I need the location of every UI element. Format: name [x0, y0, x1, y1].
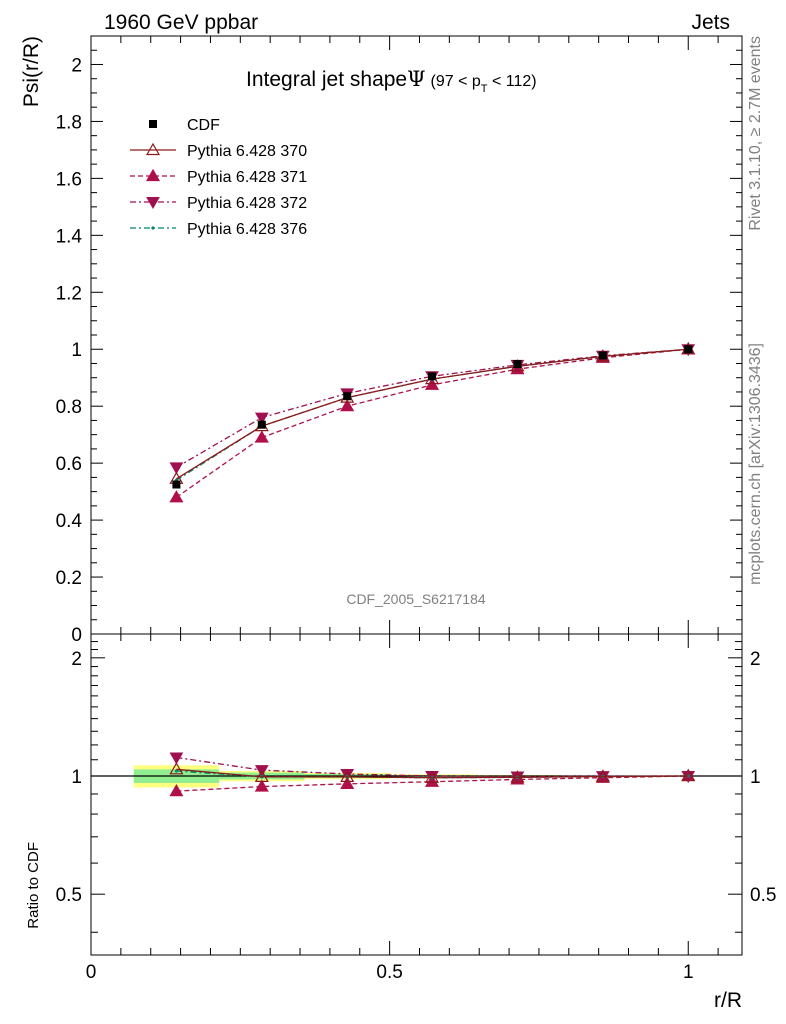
data-point [340, 398, 355, 412]
legend-marker [146, 197, 160, 210]
legend-label: Pythia 6.428 371 [187, 169, 307, 186]
data-point [257, 420, 266, 429]
main-plot-series [169, 342, 696, 503]
data-point [598, 351, 607, 360]
data-point [169, 490, 184, 503]
ratio-line [176, 768, 689, 779]
main-y-tick-label: 1.4 [56, 226, 83, 247]
x-tick-label: 1 [683, 962, 694, 983]
legend: CDF Pythia 6.428 370 Pythia 6.428 371 Pythi… [130, 117, 307, 238]
rivet-version-label: Rivet 3.1.10, ≥ 2.7M events [747, 36, 764, 231]
main-series-0 [172, 345, 693, 489]
ratio-point [681, 768, 696, 782]
ratio-y-tick-label-right: 1 [750, 767, 761, 788]
data-point [254, 430, 269, 443]
ratio-plot-series [169, 752, 696, 797]
main-y-tick-label: 1 [71, 340, 82, 361]
ratio-point [174, 769, 179, 773]
legend-marker [149, 120, 157, 128]
ratio-point [169, 752, 184, 765]
data-point [513, 360, 522, 369]
main-y-tick-label: 0.2 [56, 568, 82, 589]
main-plot-title: Integral jet shapeΨ (97 < pT < 112) [246, 67, 537, 95]
ratio-y-tick-label-right: 0.5 [750, 885, 776, 906]
main-y-axis-title: Psi(r/R) [20, 36, 43, 107]
ratio-point [595, 769, 610, 782]
main-y-tick-label: 1.2 [56, 283, 82, 304]
main-series-4 [174, 347, 690, 482]
main-series-3 [169, 344, 696, 475]
ratio-y-tick-label-right: 2 [750, 649, 761, 670]
ratio-point [340, 776, 355, 789]
legend-label: Pythia 6.428 370 [187, 143, 307, 160]
legend-label: Pythia 6.428 376 [187, 221, 307, 238]
main-y-tick-label: 0.6 [56, 454, 82, 475]
legend-marker [151, 226, 155, 230]
legend-marker [145, 142, 161, 156]
data-point [172, 480, 181, 489]
x-axis-title: r/R [714, 989, 742, 1012]
ratio-point [340, 769, 355, 782]
data-point [684, 345, 693, 354]
data-point [169, 462, 184, 475]
ratio-y-tick-label: 2 [71, 649, 82, 670]
data-point [343, 392, 352, 401]
main-y-tick-label: 2 [71, 55, 82, 76]
ratio-point [254, 769, 269, 782]
ratio-y-tick-label: 1 [71, 767, 82, 788]
series-line [176, 348, 689, 480]
legend-label: CDF [187, 117, 220, 134]
legend-marker [145, 168, 161, 182]
main-y-tick-label: 0.4 [56, 511, 83, 532]
analysis-id-label: CDF_2005_S6217184 [346, 591, 486, 607]
series-line [176, 348, 689, 481]
ratio-series-0 [169, 762, 696, 783]
main-series-2 [169, 342, 696, 503]
mcplots-label: mcplots.cern.ch [arXiv:1306.3436] [747, 343, 764, 585]
ratio-point [424, 770, 440, 783]
x-tick-label: 0.5 [376, 962, 402, 983]
ratio-y-tick-label: 0.5 [56, 885, 82, 906]
series-line [176, 348, 689, 468]
x-tick-label: 0 [86, 962, 97, 983]
main-y-tick-label: 1.8 [56, 112, 82, 133]
header-energy-label: 1960 GeV ppbar [104, 11, 258, 34]
main-y-tick-label: 0 [71, 625, 82, 646]
ratio-point [510, 770, 525, 783]
axes-ticks: 0 0.2 0.4 0.6 0.8 1 1.2 1.4 1.6 1.8 2 0 0.5 1 0.5 0.5 1 1… [56, 36, 776, 983]
ratio-y-axis-title: Ratio to CDF [25, 842, 42, 929]
header-jets-label: Jets [691, 11, 730, 34]
legend-label: Pythia 6.428 372 [187, 195, 307, 212]
ratio-point [169, 762, 184, 775]
ratio-point [169, 783, 184, 797]
main-y-tick-label: 1.6 [56, 169, 82, 190]
ratio-point [340, 768, 355, 781]
main-series-1 [169, 342, 696, 484]
ratio-plot-frame [90, 633, 743, 956]
data-point [254, 412, 269, 425]
main-y-tick-label: 0.8 [56, 397, 82, 418]
data-point [428, 372, 437, 381]
ratio-point [254, 779, 269, 792]
